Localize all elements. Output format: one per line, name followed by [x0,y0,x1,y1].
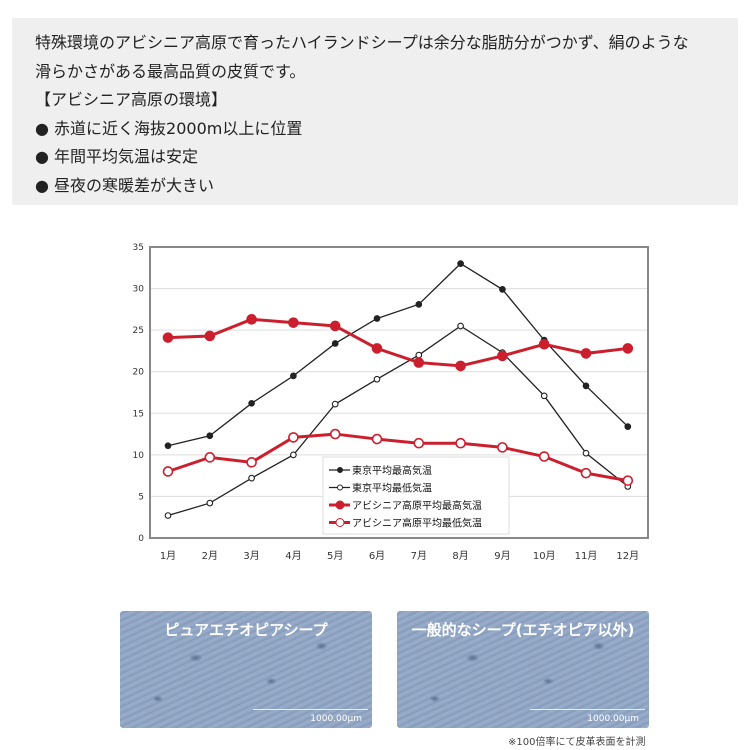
data-point [331,340,339,347]
temperature-chart: 0 5 10 15 20 25 30 35 1月 2月 3月 4月 5月 6月 7月 8月 9月 10月 11月 12… [133,243,649,562]
data-point [246,457,257,468]
photo-general-sheep: 一般的なシープ(エチオピア以外) 1000.00μm [397,611,649,728]
y-tick-label: 10 [133,451,145,461]
scale-label: 1000.00μm [310,714,362,724]
data-point [582,382,590,390]
data-point [538,451,550,462]
y-tick-label: 35 [133,243,144,253]
data-point [162,466,174,477]
y-tick-label: 15 [133,409,144,419]
intro-line: ● 昼夜の寒暖差が大きい [35,175,215,195]
data-point [248,399,255,407]
x-tick-label: 11月 [575,550,598,562]
legend-marker [335,500,345,510]
series-line [167,262,629,447]
data-point [290,451,297,459]
x-tick-label: 6月 [369,550,385,562]
photo-pure-ethiopia: ピュアエチオピアシープ 1000.00μm [120,611,372,728]
legend-label: 東京平均最低気温 [352,482,432,495]
data-point [413,437,425,449]
x-tick-label: 4月 [285,550,301,562]
plot-frame [149,246,649,539]
legend-box [322,456,510,535]
data-point [331,400,339,408]
x-tick-label: 5月 [327,550,343,562]
scale-label: 1000.00μm [587,714,639,724]
x-tick-label: 8月 [452,550,468,562]
data-point [413,357,425,368]
intro-text-box: 特殊環境のアビシニア高原で育ったハイランドシープは余分な脂肪分がつかず、絹のよう… [12,18,738,205]
x-tick-label: 12月 [616,550,639,562]
legend-marker [337,484,343,491]
photo-title: 一般的なシープ(エチオピア以外) [411,621,635,639]
data-point [206,499,214,507]
data-point [415,351,423,359]
y-tick-label: 0 [138,534,144,544]
x-tick-label: 7月 [411,550,427,562]
data-point [497,350,508,362]
scale-bar [530,709,645,710]
data-point [580,348,592,359]
data-point [582,449,590,457]
series-line [167,317,628,368]
data-point [288,317,299,328]
data-point [499,286,506,293]
legend-marker [335,518,345,527]
x-tick-label: 2月 [202,550,218,562]
legend-marker [337,467,343,473]
data-point [497,442,508,453]
data-point [457,322,464,330]
data-point [329,320,341,332]
y-tick-label: 5 [138,492,144,502]
data-point [164,512,172,519]
x-tick-label: 1月 [160,550,176,562]
data-point [290,372,297,380]
measurement-note: ※100倍率にて皮革表面を計測 [508,737,646,748]
data-point [455,437,466,449]
y-tick-label: 30 [133,285,145,295]
photo-title: ピュアエチオピアシープ [164,621,328,639]
legend-label: 東京平均最高気温 [352,464,432,477]
data-point [373,315,381,322]
intro-line: 特殊環境のアビシニア高原で育ったハイランドシープは余分な脂肪分がつかず、絹のよう… [35,33,689,52]
data-point [415,301,423,308]
series-line [167,432,629,483]
data-point [538,338,550,350]
data-point [248,474,255,482]
data-point [373,375,381,383]
data-point [455,360,466,372]
y-tick-label: 25 [133,326,144,336]
x-tick-label: 9月 [494,550,510,562]
data-point [204,330,216,342]
data-point [622,475,634,486]
series-line [167,325,629,517]
data-point [457,260,464,267]
data-point [371,343,383,354]
data-point [371,433,383,445]
data-point [540,392,548,400]
legend-label: アビシニア高原平均最高気温 [352,499,482,512]
data-point [624,423,632,430]
scale-bar [253,709,368,710]
data-point [206,432,214,440]
legend-label: アビシニア高原平均最低気温 [352,517,482,530]
data-point [288,432,299,443]
data-point [162,332,174,343]
intro-line: 滑らかさがある最高品質の皮質です。 [35,61,306,81]
x-tick-label: 3月 [243,550,259,562]
data-point [622,343,634,354]
intro-line: 【アビシニア高原の環境】 [35,90,228,109]
x-tick-label: 10月 [533,550,556,562]
intro-line: ● 赤道に近く海抜2000m以上に位置 [35,118,303,138]
data-point [580,467,592,479]
data-point [164,442,172,450]
intro-line: ● 年間平均気温は安定 [35,147,199,166]
data-point [204,452,216,463]
data-point [329,428,341,440]
y-tick-label: 20 [133,368,145,378]
data-point [246,314,257,325]
